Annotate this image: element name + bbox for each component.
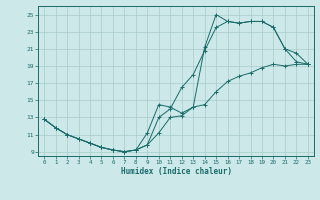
X-axis label: Humidex (Indice chaleur): Humidex (Indice chaleur) [121,167,231,176]
